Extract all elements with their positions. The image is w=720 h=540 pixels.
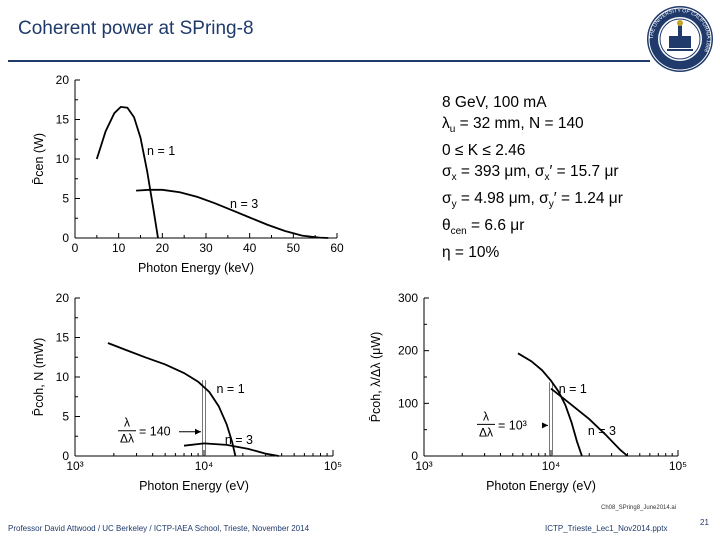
x-tick-label: 50 [287,241,301,255]
x-tick-label: 40 [243,241,257,255]
series-line-1 [107,342,237,457]
series-label: n = 1 [147,144,175,158]
param-theta-cen: θcen = 6.6 μr [442,217,525,238]
y-tick-label: 10 [56,370,70,384]
series-line-2 [550,387,629,457]
annotation-numerator: λ [124,416,130,430]
y-tick-label: 0 [62,231,69,245]
parameter-list: 8 GeV, 100 mA λu = 32 mm, N = 140 0 ≤ K … [442,92,623,263]
param-eta: η = 10% [442,244,500,262]
y-tick-label: 200 [398,344,418,358]
footer-credit: Professor David Attwood / UC Berkeley / … [8,524,310,533]
y-tick-label: 0 [62,449,69,463]
y-axis-label: P̄coh, N (mW) [32,338,46,416]
y-tick-label: 15 [56,113,70,127]
chart-pcoh-n: 0 5 10 15 20 10³ 10⁴ 10⁵ Photon Energy (eV) P̄coh… [32,291,342,493]
annotation-arrowhead [542,422,548,429]
param-sigma-y: σy = 4.98 μm, σy′ = 1.24 μr [442,190,623,211]
series-label: n = 3 [225,433,253,447]
chart-pcoh-lambda: 0 100 200 300 10³ 10⁴ 10⁵ Photon Energy (eV) P̄c… [369,291,687,493]
x-tick-label: 60 [330,241,344,255]
y-axis-label: P̄coh, λ/Δλ (μW) [369,332,383,423]
param-energy: 8 GeV, 100 mA [442,94,547,111]
x-tick-label: 10 [112,241,126,255]
x-tick-label: 10³ [415,459,432,473]
x-tick-label: 10⁴ [195,459,214,473]
x-tick-label: 30 [199,241,213,255]
x-tick-label: 10³ [66,459,83,473]
annotation-numerator: λ [483,409,489,423]
x-axis-label: Photon Energy (eV) [139,479,249,493]
x-tick-label: 10⁵ [324,459,342,473]
y-tick-label: 20 [56,291,70,305]
x-axis-label: Photon Energy (keV) [138,261,254,275]
x-tick-label: 0 [72,241,79,255]
annotation-denominator: Δλ [120,432,134,446]
series-label: n = 1 [217,382,245,396]
y-tick-label: 0 [411,449,418,463]
series-line-1 [517,352,583,457]
x-tick-label: 10⁴ [542,459,561,473]
annotation-denominator: Δλ [479,425,493,439]
y-tick-label: 10 [56,152,70,166]
y-tick-label: 15 [56,331,70,345]
series-line-2 [183,442,279,457]
page-number: 21 [700,518,709,527]
annotation-value: = 10³ [498,418,527,432]
footer-filename: ICTP_Trieste_Lec1_Nov2014.pptx [545,524,668,533]
y-tick-label: 5 [62,410,69,424]
slide-title: Coherent power at SPring-8 [18,18,254,39]
title-rule [8,60,650,62]
y-tick-label: 20 [56,73,70,87]
y-tick-label: 300 [398,291,418,305]
y-tick-label: 5 [62,192,69,206]
annotation-arrowhead [195,428,201,435]
x-tick-label: 10⁵ [669,459,687,473]
series-label: n = 3 [588,424,616,438]
x-axis-label: Photon Energy (eV) [486,479,596,493]
university-seal-icon: THE UNIVERSITY OF CALIFORNIA 1868 [647,6,713,72]
x-tick-label: 20 [156,241,170,255]
chart-pcen: 0 5 10 15 20 0 10 20 30 40 50 60 Photon Energy (keV)… [32,73,344,275]
param-sigma-x: σx = 393 μm, σx′ = 15.7 μr [442,163,619,184]
series-label: n = 3 [230,197,258,211]
series-line-2 [136,188,329,239]
param-period: λu = 32 mm, N = 140 [442,115,584,136]
param-k-range: 0 ≤ K ≤ 2.46 [442,142,526,160]
y-axis-label: P̄cen (W) [32,133,46,185]
y-tick-label: 100 [398,396,418,410]
annotation-value: = 140 [139,425,171,439]
file-note: Ch08_SPring8_June2014.ai [601,505,677,511]
series-label: n = 1 [559,382,587,396]
series-line-1 [95,105,159,239]
